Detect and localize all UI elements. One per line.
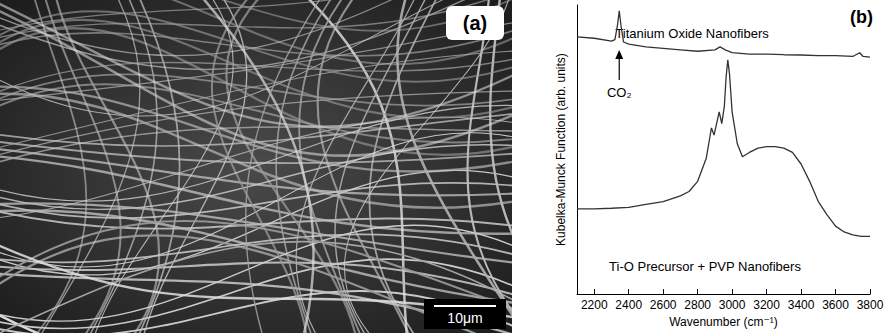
svg-text:3200: 3200 — [753, 298, 780, 312]
svg-text:3600: 3600 — [822, 298, 849, 312]
svg-text:3400: 3400 — [788, 298, 815, 312]
svg-text:Kubelka-Munck Function (arb. u: Kubelka-Munck Function (arb. units) — [554, 53, 568, 246]
svg-text:(a): (a) — [463, 12, 487, 34]
svg-text:(b): (b) — [850, 7, 873, 27]
svg-text:Wavenumber (cm⁻¹): Wavenumber (cm⁻¹) — [669, 315, 778, 329]
svg-text:3800: 3800 — [857, 298, 884, 312]
svg-text:Titanium Oxide Nanofibers: Titanium Oxide Nanofibers — [615, 26, 769, 41]
svg-text:2800: 2800 — [684, 298, 711, 312]
svg-text:2600: 2600 — [650, 298, 677, 312]
svg-text:10μm: 10μm — [447, 310, 482, 326]
svg-text:CO₂: CO₂ — [607, 85, 632, 100]
svg-text:2200: 2200 — [581, 298, 608, 312]
svg-text:2400: 2400 — [615, 298, 642, 312]
svg-text:Ti-O Precursor + PVP Nanofiber: Ti-O Precursor + PVP Nanofibers — [609, 259, 801, 274]
svg-text:3000: 3000 — [719, 298, 746, 312]
